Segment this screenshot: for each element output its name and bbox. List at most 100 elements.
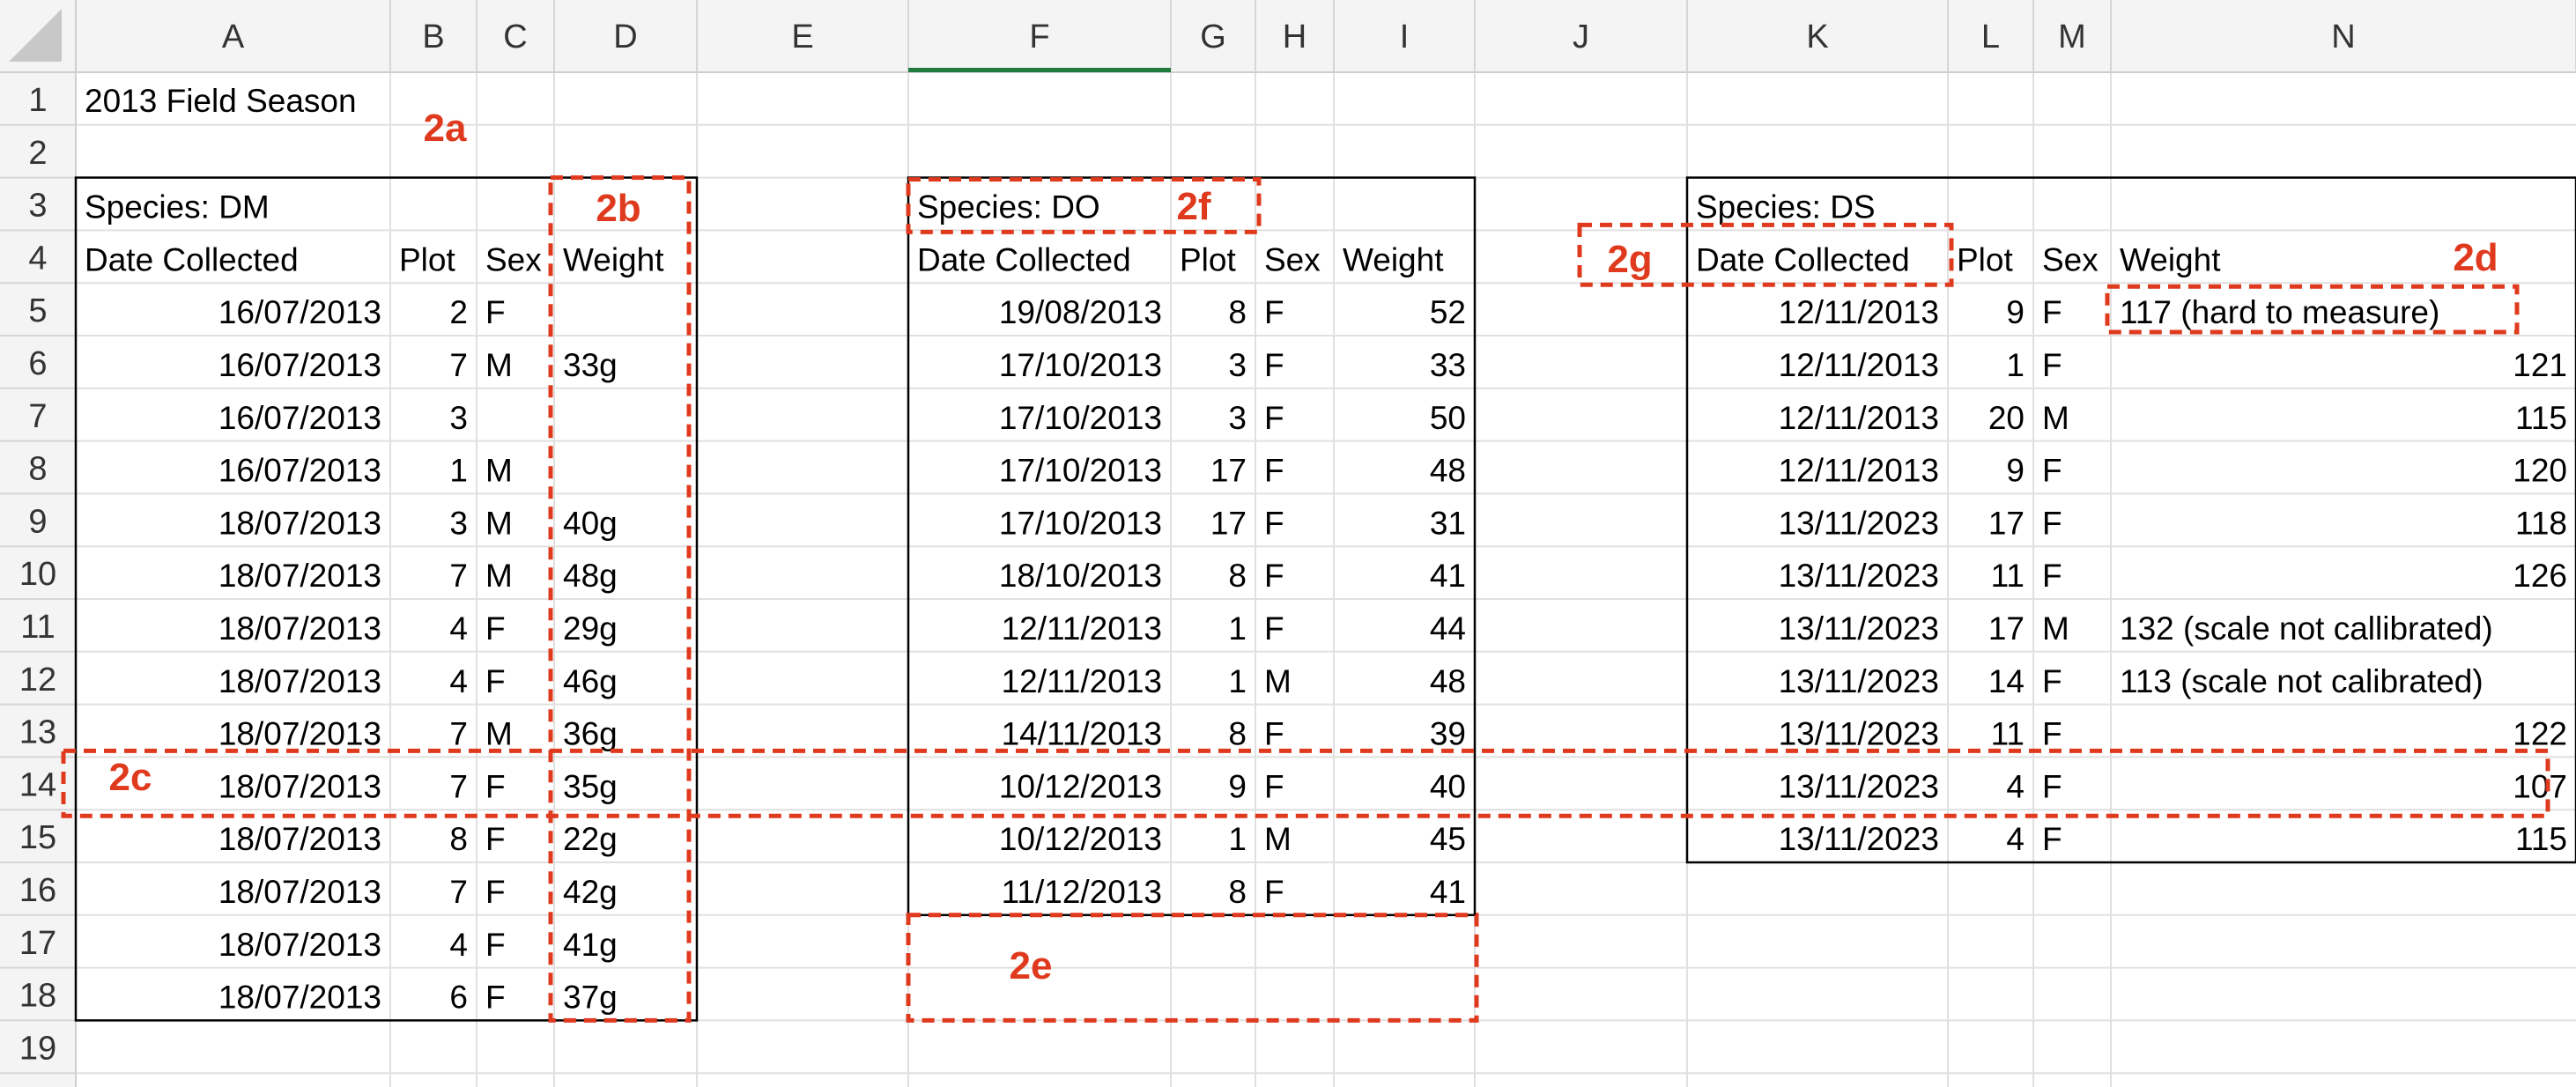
table-cell[interactable]: 13/11/2023 [1779, 505, 1939, 541]
column-header-L[interactable]: L [1981, 18, 2000, 55]
table-cell[interactable]: F [485, 874, 506, 910]
table-cell[interactable]: 9 [2006, 294, 2025, 330]
table-cell[interactable]: 17/10/2013 [999, 505, 1162, 541]
table-cell[interactable]: F [1264, 294, 1284, 330]
table-cell[interactable]: 113 (scale not calibrated) [2120, 663, 2483, 699]
table-cell[interactable]: 2 [449, 294, 468, 330]
table-cell[interactable]: 17 [1988, 610, 2025, 647]
table-cell[interactable]: 1 [2006, 347, 2025, 383]
table-cell[interactable]: 40 [1430, 768, 1466, 804]
table-cell[interactable]: 41 [1430, 558, 1466, 594]
table-cell[interactable]: 17/10/2013 [999, 347, 1162, 383]
row-header-8[interactable]: 8 [28, 451, 47, 488]
table-cell[interactable]: 18/07/2013 [218, 558, 381, 594]
table-cell[interactable]: 1 [1228, 821, 1247, 857]
table-cell[interactable]: 11 [1991, 558, 2025, 594]
table-cell[interactable]: 6 [449, 980, 468, 1016]
table-cell[interactable]: 3 [449, 505, 468, 541]
column-header-K[interactable]: K [1806, 18, 1828, 55]
table-cell[interactable]: 3 [1228, 347, 1247, 383]
table-cell[interactable]: 8 [1228, 558, 1247, 594]
table-cell[interactable]: 12/11/2013 [1779, 400, 1939, 436]
table-cell[interactable]: M [485, 453, 513, 489]
column-header-A[interactable]: A [222, 18, 245, 55]
table-cell[interactable]: 11/12/2013 [1002, 874, 1162, 910]
table-cell[interactable]: 40g [563, 505, 618, 541]
table-cell[interactable]: 13/11/2023 [1779, 716, 1939, 752]
table-cell[interactable]: 17 [1988, 505, 2025, 541]
table-cell[interactable]: 11 [1991, 716, 2025, 752]
table-cell[interactable]: F [1264, 505, 1284, 541]
table-cell[interactable]: F [1264, 610, 1284, 647]
table-cell[interactable]: 18/07/2013 [218, 927, 381, 963]
table-cell[interactable]: F [2042, 347, 2062, 383]
table-cell[interactable]: 7 [449, 716, 468, 752]
table-cell[interactable]: 13/11/2023 [1779, 821, 1939, 857]
table-cell[interactable]: F [1264, 347, 1284, 383]
table-cell[interactable]: 13/11/2023 [1779, 610, 1939, 647]
row-header-13[interactable]: 13 [19, 714, 56, 751]
table-cell[interactable]: 14/11/2013 [1002, 716, 1162, 752]
table-cell[interactable]: 50 [1430, 400, 1466, 436]
row-header-14[interactable]: 14 [19, 766, 56, 803]
row-header-4[interactable]: 4 [28, 240, 47, 277]
table-cell[interactable]: 16/07/2013 [218, 453, 381, 489]
table-cell[interactable]: 126 [2513, 558, 2567, 594]
row-header-11[interactable]: 11 [20, 609, 55, 646]
table-cell[interactable]: 18/07/2013 [218, 980, 381, 1016]
column-header-N[interactable]: N [2331, 18, 2355, 55]
table-cell[interactable]: F [2042, 453, 2062, 489]
table-cell[interactable]: 7 [449, 768, 468, 804]
table-cell[interactable]: M [1264, 821, 1292, 857]
row-header-18[interactable]: 18 [19, 978, 56, 1015]
table-cell[interactable]: F [485, 980, 506, 1016]
table-cell[interactable]: 41 [1430, 874, 1466, 910]
table-cell[interactable]: 8 [1228, 874, 1247, 910]
table-cell[interactable]: 17/10/2013 [999, 453, 1162, 489]
table-cell[interactable]: F [2042, 294, 2062, 330]
table-cell[interactable]: 36g [563, 716, 618, 752]
table-cell[interactable]: 18/07/2013 [218, 716, 381, 752]
table-cell[interactable]: M [485, 716, 513, 752]
table-cell[interactable]: 1 [1228, 663, 1247, 699]
table-cell[interactable]: 12/11/2013 [1779, 294, 1939, 330]
row-header-1[interactable]: 1 [28, 82, 47, 119]
table-cell[interactable]: F [2042, 558, 2062, 594]
table-cell[interactable]: 121 [2513, 347, 2567, 383]
row-header-15[interactable]: 15 [19, 819, 56, 856]
row-header-3[interactable]: 3 [28, 188, 47, 225]
table-cell[interactable]: 16/07/2013 [218, 347, 381, 383]
table-cell[interactable]: F [1264, 558, 1284, 594]
table-cell[interactable]: F [2042, 505, 2062, 541]
table-cell[interactable]: 4 [449, 610, 468, 647]
table-cell[interactable]: 16/07/2013 [218, 294, 381, 330]
row-header-19[interactable]: 19 [19, 1030, 56, 1067]
table-cell[interactable]: 20 [1988, 400, 2025, 436]
table-cell[interactable]: 42g [563, 874, 618, 910]
column-header-C[interactable]: C [503, 18, 527, 55]
table-cell[interactable]: M [2042, 400, 2069, 436]
table-cell[interactable]: 17 [1210, 453, 1247, 489]
table-cell[interactable]: 18/07/2013 [218, 610, 381, 647]
table-cell[interactable]: F [1264, 874, 1284, 910]
column-header-H[interactable]: H [1283, 18, 1307, 55]
table-cell[interactable]: 120 [2513, 453, 2567, 489]
table-cell[interactable]: 115 [2515, 400, 2567, 436]
table-cell[interactable]: 10/12/2013 [999, 768, 1162, 804]
table-cell[interactable]: 115 [2515, 821, 2567, 857]
column-header-M[interactable]: M [2058, 18, 2086, 55]
table-cell[interactable]: 29g [563, 610, 618, 647]
table-cell[interactable]: 13/11/2023 [1779, 768, 1939, 804]
table-cell[interactable]: 10/12/2013 [999, 821, 1162, 857]
column-header-F[interactable]: F [1029, 18, 1049, 55]
table-cell[interactable]: 18/10/2013 [999, 558, 1162, 594]
table-cell[interactable]: 9 [1228, 768, 1247, 804]
table-cell[interactable]: 31 [1430, 505, 1466, 541]
table-cell[interactable]: 18/07/2013 [218, 821, 381, 857]
table-cell[interactable]: F [485, 821, 506, 857]
table-cell[interactable]: 48 [1430, 663, 1466, 699]
table-cell[interactable]: 4 [449, 663, 468, 699]
column-header-G[interactable]: G [1200, 18, 1226, 55]
table-cell[interactable]: 8 [1228, 294, 1247, 330]
table-cell[interactable]: 16/07/2013 [218, 400, 381, 436]
